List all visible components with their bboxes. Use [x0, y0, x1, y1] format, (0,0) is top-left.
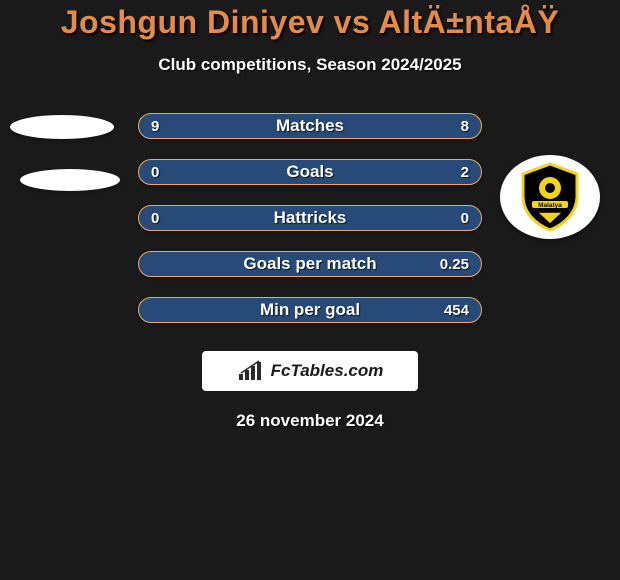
stat-right-value: 8 [461, 118, 469, 135]
stat-right-value: 0.25 [440, 256, 469, 273]
stat-left-value: 0 [151, 164, 159, 181]
page-title: Joshgun Diniyev vs AltÄ±ntaÅŸ [0, 4, 620, 41]
stat-left-value: 9 [151, 118, 159, 135]
player-marker-ellipse [10, 115, 114, 139]
stat-bar: Min per goal 454 [138, 297, 482, 323]
left-player-markers [10, 113, 120, 191]
stat-bar: 0 Hattricks 0 [138, 205, 482, 231]
club-badge: Malatya [500, 155, 600, 239]
stat-bar: 9 Matches 8 [138, 113, 482, 139]
content-root: Joshgun Diniyev vs AltÄ±ntaÅŸ Club compe… [0, 0, 620, 580]
stat-label: Hattricks [274, 208, 347, 228]
stat-right-value: 2 [461, 164, 469, 181]
stat-bar: Goals per match 0.25 [138, 251, 482, 277]
date-text: 26 november 2024 [0, 411, 620, 431]
watermark-text: FcTables.com [271, 361, 384, 381]
club-crest-icon: Malatya [515, 162, 585, 232]
stat-right-value: 0 [461, 210, 469, 227]
stat-bar: 0 Goals 2 [138, 159, 482, 185]
watermark-box: FcTables.com [202, 351, 418, 391]
stat-label: Goals [286, 162, 333, 182]
stat-label: Matches [276, 116, 344, 136]
stat-label: Min per goal [260, 300, 360, 320]
right-club-badge-container: Malatya [500, 155, 600, 239]
subtitle: Club competitions, Season 2024/2025 [0, 55, 620, 75]
bar-chart-icon [237, 360, 265, 382]
player-marker-ellipse [20, 169, 120, 191]
stat-right-value: 454 [444, 302, 469, 319]
stat-left-value: 0 [151, 210, 159, 227]
club-crest-text: Malatya [538, 202, 562, 209]
stat-label: Goals per match [243, 254, 376, 274]
stats-area: Malatya 9 Matches 8 0 Goals 2 0 Hattricks 0 Goals… [0, 113, 620, 343]
stat-bars: 9 Matches 8 0 Goals 2 0 Hattricks 0 Goals per mat… [138, 113, 482, 343]
